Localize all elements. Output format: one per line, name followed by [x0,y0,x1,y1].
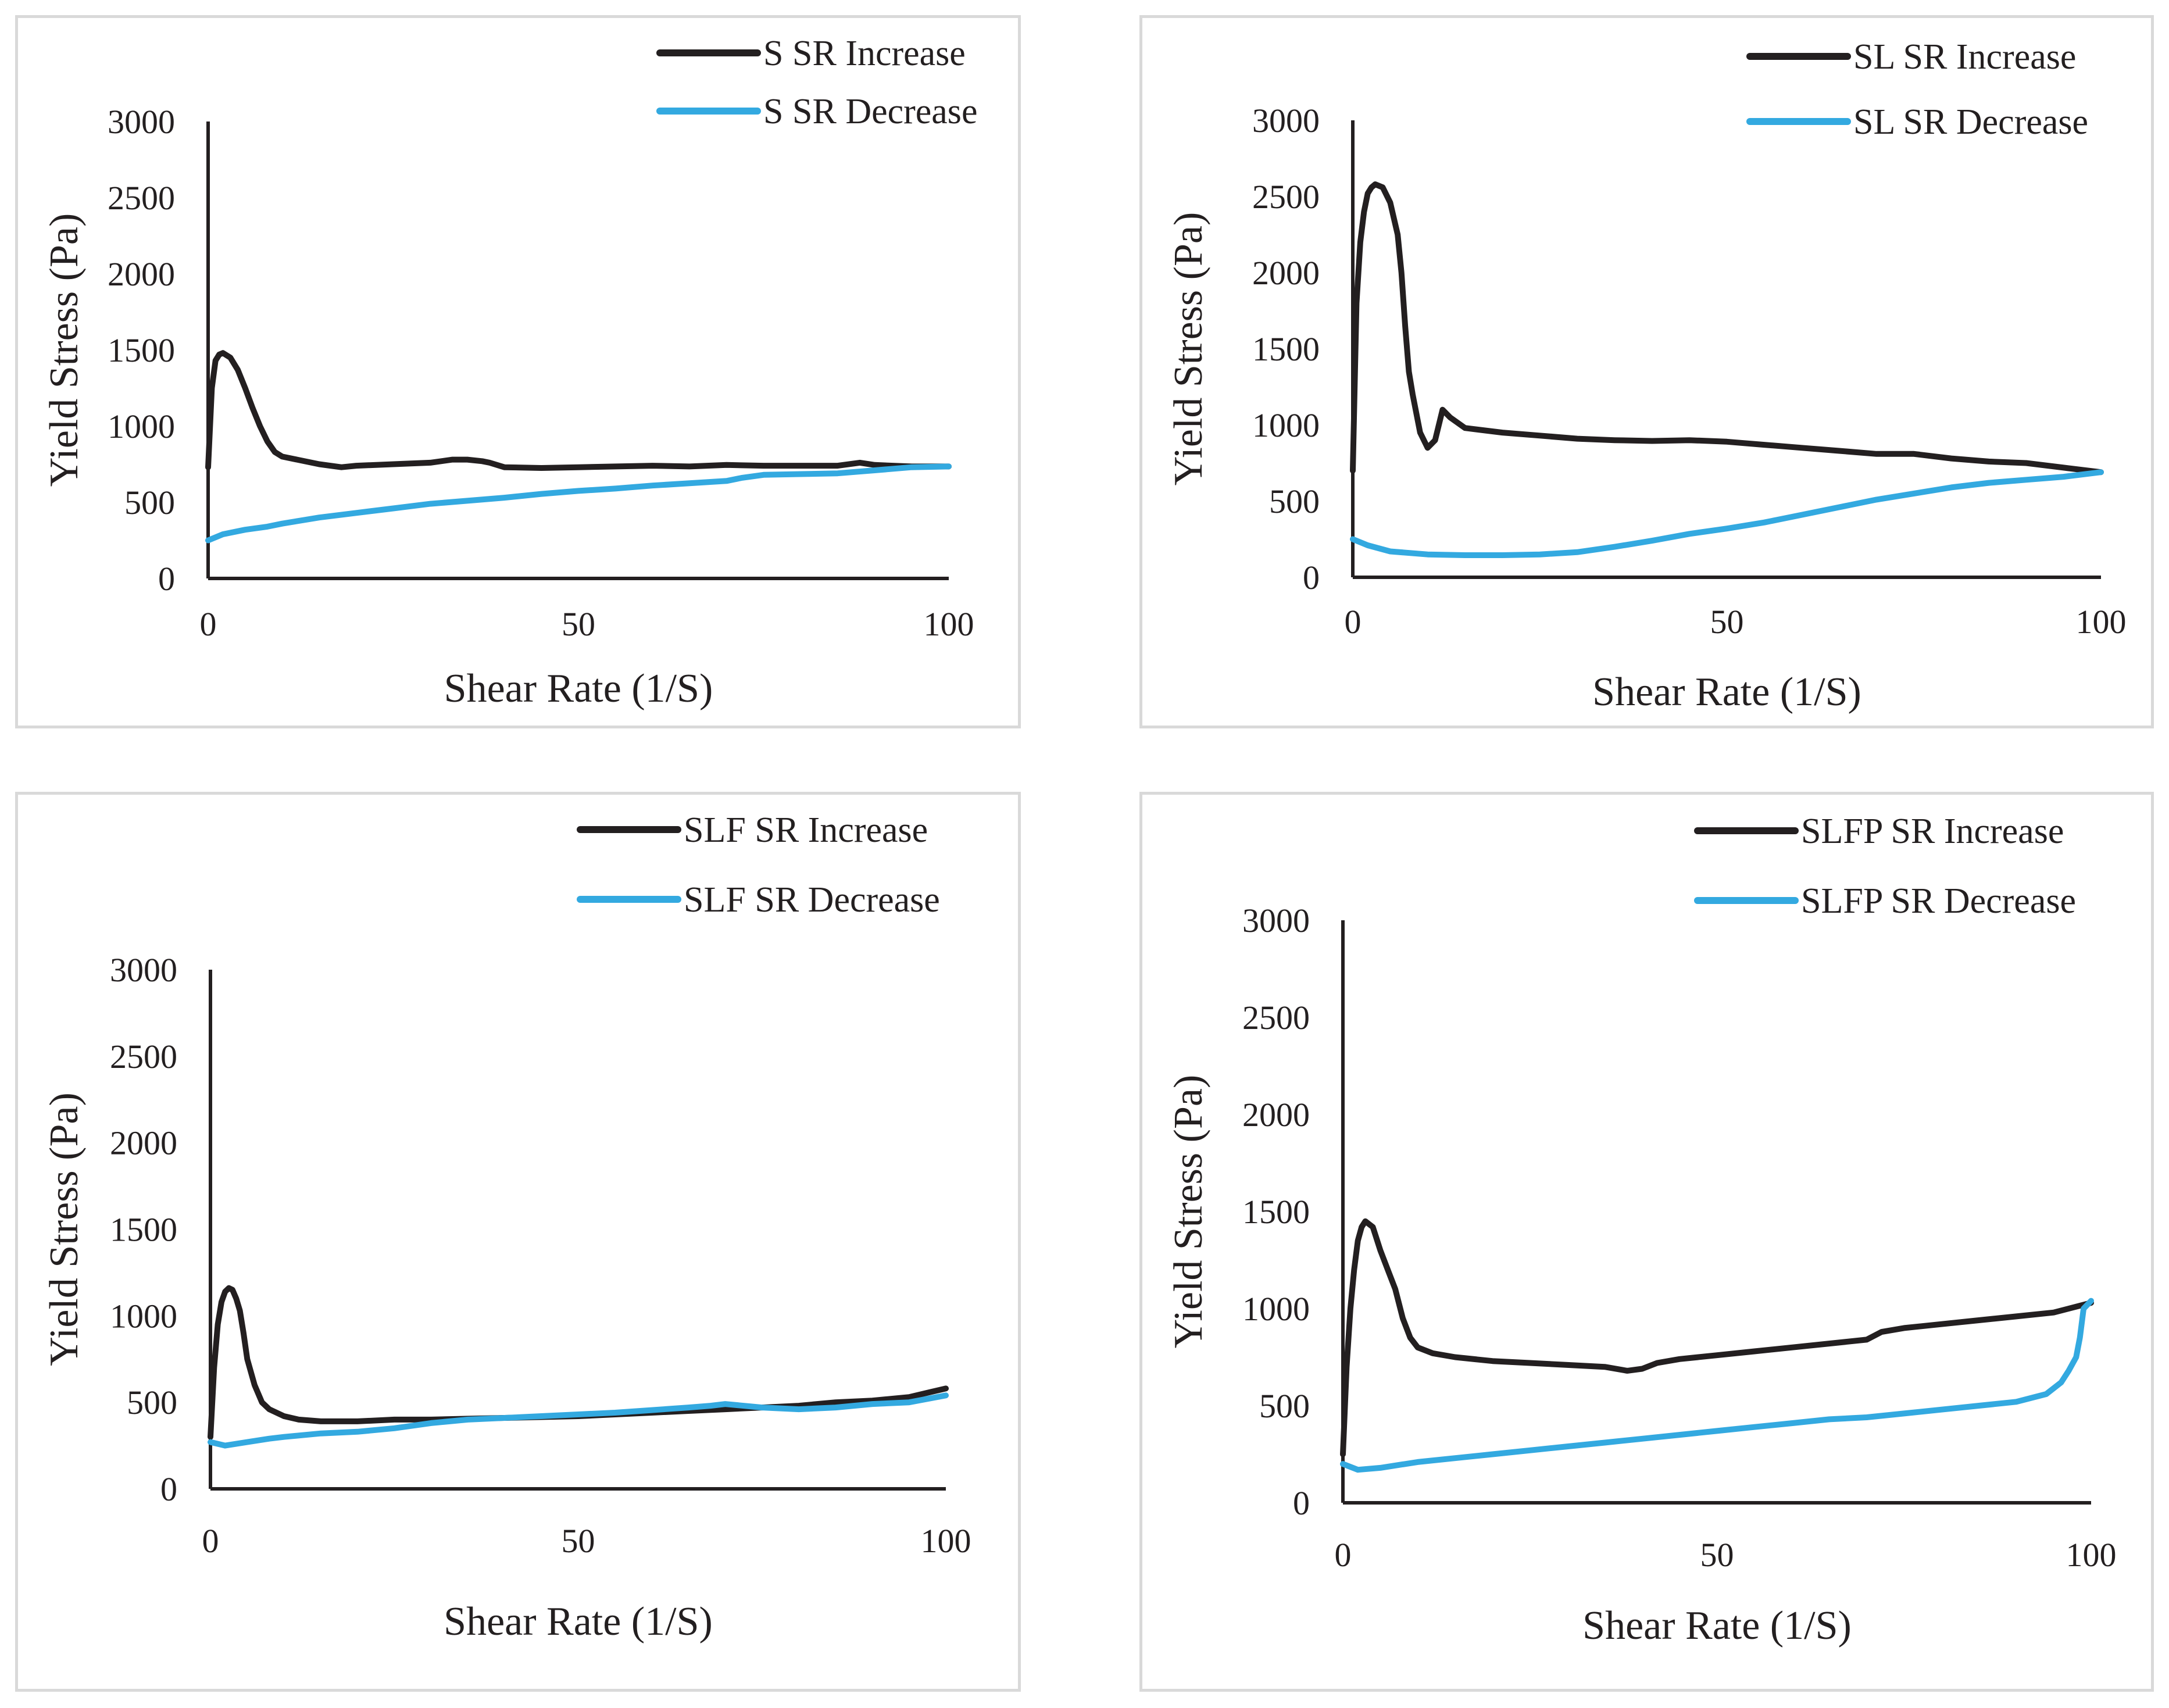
x-axis-title: Shear Rate (1/S) [444,666,713,711]
y-tick-label: 1500 [1242,1193,1310,1231]
y-tick-label: 1000 [1242,1290,1310,1328]
y-tick-label: 500 [127,1384,177,1421]
x-tick-label: 100 [2076,603,2127,641]
legend-label-slfp-sr-decrease: SLFP SR Decrease [1801,881,2076,921]
series-line-slfp-sr-increase [1340,1218,2094,1457]
series-line-sl-sr-decrease [1350,469,2104,558]
y-tick-label: 3000 [110,951,177,989]
x-tick-label: 50 [1700,1536,1734,1574]
y-tick-label: 0 [1303,559,1320,596]
series-line-s-sr-increase [205,350,952,471]
legend-label-slf-sr-decrease: SLF SR Decrease [684,880,940,920]
chart-panel-slfp: 0 500 1000 1500 2000 2500 3000 0 50 100 Shear Rate… [1139,792,2154,1692]
y-axis-title: Yield Stress (Pa) [1166,212,1211,486]
y-tick-label: 2500 [110,1038,177,1075]
x-tick-label: 100 [924,605,974,643]
y-tick-label: 1000 [110,1297,177,1335]
chart-panel-slf: 0 500 1000 1500 2000 2500 3000 0 50 100 Shear Rate… [15,792,1021,1692]
y-tick-label: 500 [1269,483,1320,520]
y-tick-label: 0 [1293,1484,1310,1522]
y-tick-label: 1500 [108,331,175,369]
legend-label-sl-sr-increase: SL SR Increase [1853,37,2076,77]
y-tick-label: 1500 [1252,330,1320,368]
legend-label-s-sr-increase: S SR Increase [763,34,966,73]
y-tick-label: 1500 [110,1211,177,1249]
x-tick-label: 0 [1335,1536,1352,1574]
x-tick-label: 0 [1345,603,1362,641]
legend-label-sl-sr-decrease: SL SR Decrease [1853,102,2088,142]
series-line-sl-sr-increase [1350,181,2104,476]
y-tick-label: 3000 [1252,102,1320,140]
series-line-slfp-sr-decrease [1340,1298,2094,1473]
x-tick-label: 100 [921,1522,971,1560]
y-tick-label: 2000 [1252,254,1320,292]
y-tick-label: 0 [160,1470,177,1508]
y-tick-label: 500 [1259,1387,1310,1425]
y-axis-title: Yield Stress (Pa) [42,213,87,487]
chart-panel-s: 0 500 1000 1500 2000 2500 3000 0 50 100 Shear Rate… [15,15,1021,728]
y-tick-label: 2500 [1242,999,1310,1037]
chart-s: 0 500 1000 1500 2000 2500 3000 0 50 100 Shear Rate… [42,34,977,711]
x-axis-title: Shear Rate (1/S) [1592,670,1861,714]
x-tick-label: 0 [200,605,217,643]
x-tick-label: 100 [2066,1536,2117,1574]
legend-label-slfp-sr-increase: SLFP SR Increase [1801,812,2064,851]
y-tick-label: 3000 [1242,902,1310,939]
y-tick-label: 0 [158,560,175,598]
y-tick-label: 2500 [108,179,175,217]
chart-sl: 0 500 1000 1500 2000 2500 3000 0 50 100 Shear Rate… [1166,37,2127,714]
x-axis-title: Shear Rate (1/S) [1582,1603,1852,1648]
y-axis-title: Yield Stress (Pa) [1166,1075,1211,1349]
x-axis-title: Shear Rate (1/S) [444,1599,713,1644]
y-tick-label: 2000 [1242,1096,1310,1134]
y-tick-label: 2000 [110,1124,177,1162]
chart-slfp: 0 500 1000 1500 2000 2500 3000 0 50 100 Shear Rate… [1166,812,2117,1648]
chart-slf: 0 500 1000 1500 2000 2500 3000 0 50 100 Shear Rate… [42,810,971,1644]
y-tick-label: 500 [124,484,175,521]
y-axis-title: Yield Stress (Pa) [42,1092,87,1366]
y-tick-label: 1000 [108,408,175,445]
legend-label-s-sr-decrease: S SR Decrease [763,92,977,131]
series-line-s-sr-decrease [205,463,952,544]
y-tick-label: 2000 [108,255,175,293]
series-line-slf-sr-decrease [208,1392,949,1449]
legend-label-slf-sr-increase: SLF SR Increase [684,810,928,850]
y-tick-label: 2500 [1252,178,1320,216]
chart-panel-sl: 0 500 1000 1500 2000 2500 3000 0 50 100 Shear Rate… [1139,15,2154,728]
x-tick-label: 0 [202,1522,219,1560]
x-tick-label: 50 [1710,603,1744,641]
y-tick-label: 1000 [1252,406,1320,444]
x-tick-label: 50 [562,1522,595,1560]
x-tick-label: 50 [562,605,595,643]
y-tick-label: 3000 [108,103,175,141]
